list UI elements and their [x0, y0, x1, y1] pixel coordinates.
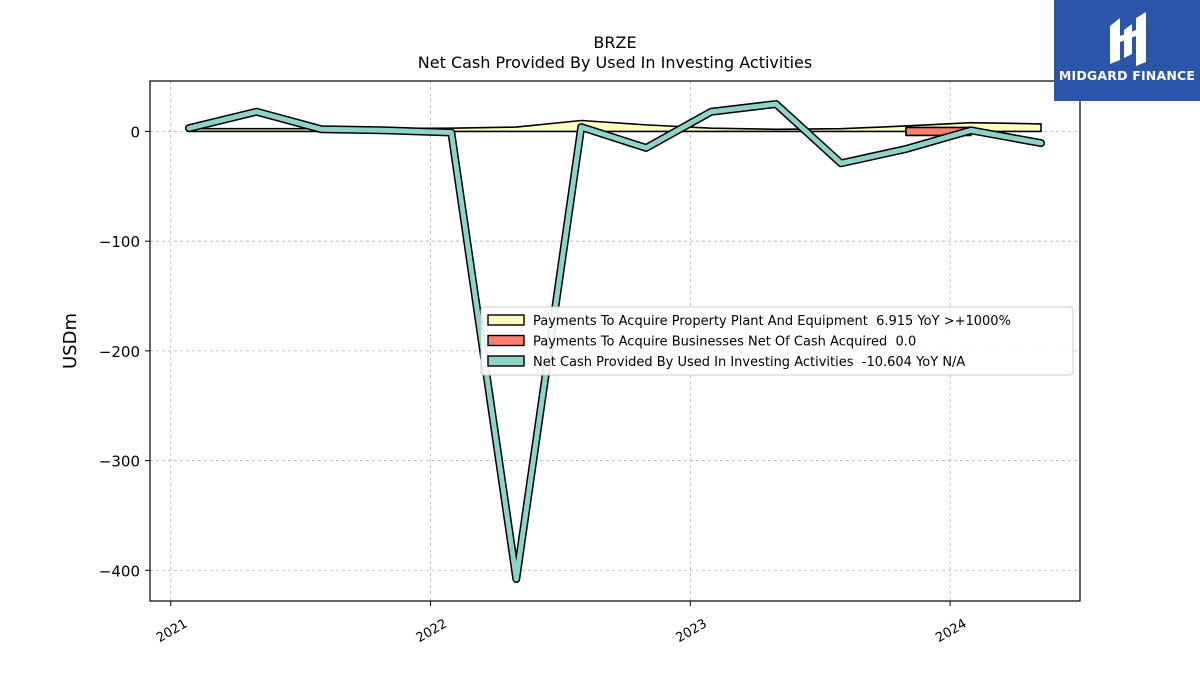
y-tick-label: −300 — [99, 453, 140, 471]
x-tick-label: 2022 — [414, 616, 450, 646]
logo-text: MIDGARD FINANCE — [1058, 68, 1196, 83]
y-tick-label: −400 — [99, 562, 140, 580]
x-tick-label: 2023 — [674, 616, 710, 646]
legend: Payments To Acquire Property Plant And E… — [480, 306, 1074, 376]
legend-swatch — [487, 355, 525, 367]
legend-swatch — [487, 314, 525, 326]
y-tick-label: −100 — [99, 233, 140, 251]
brand-logo: MIDGARD FINANCE — [1054, 0, 1200, 101]
legend-box — [480, 306, 1074, 376]
y-axis-label: USDm — [60, 313, 81, 369]
y-tick-label: 0 — [130, 123, 140, 141]
series-line — [186, 101, 1044, 582]
legend-label: Net Cash Provided By Used In Investing A… — [533, 355, 965, 370]
x-tick-label: 2024 — [933, 616, 969, 646]
ticks: 0 −100 −200 −300 −400 2021 2022 2023 2024 — [99, 123, 970, 645]
y-tick-label: −200 — [99, 343, 140, 361]
legend-label: Payments To Acquire Businesses Net Of Ca… — [533, 335, 916, 350]
legend-swatch — [487, 334, 525, 347]
logo-mark-icon — [1110, 12, 1146, 66]
legend-label: Payments To Acquire Property Plant And E… — [533, 314, 1011, 329]
chart-ticker: BRZE — [593, 33, 636, 52]
plot-frame — [149, 80, 1081, 602]
chart-title: Net Cash Provided By Used In Investing A… — [418, 53, 812, 72]
x-tick-label: 2021 — [154, 616, 190, 646]
series-layer — [184, 100, 1046, 584]
